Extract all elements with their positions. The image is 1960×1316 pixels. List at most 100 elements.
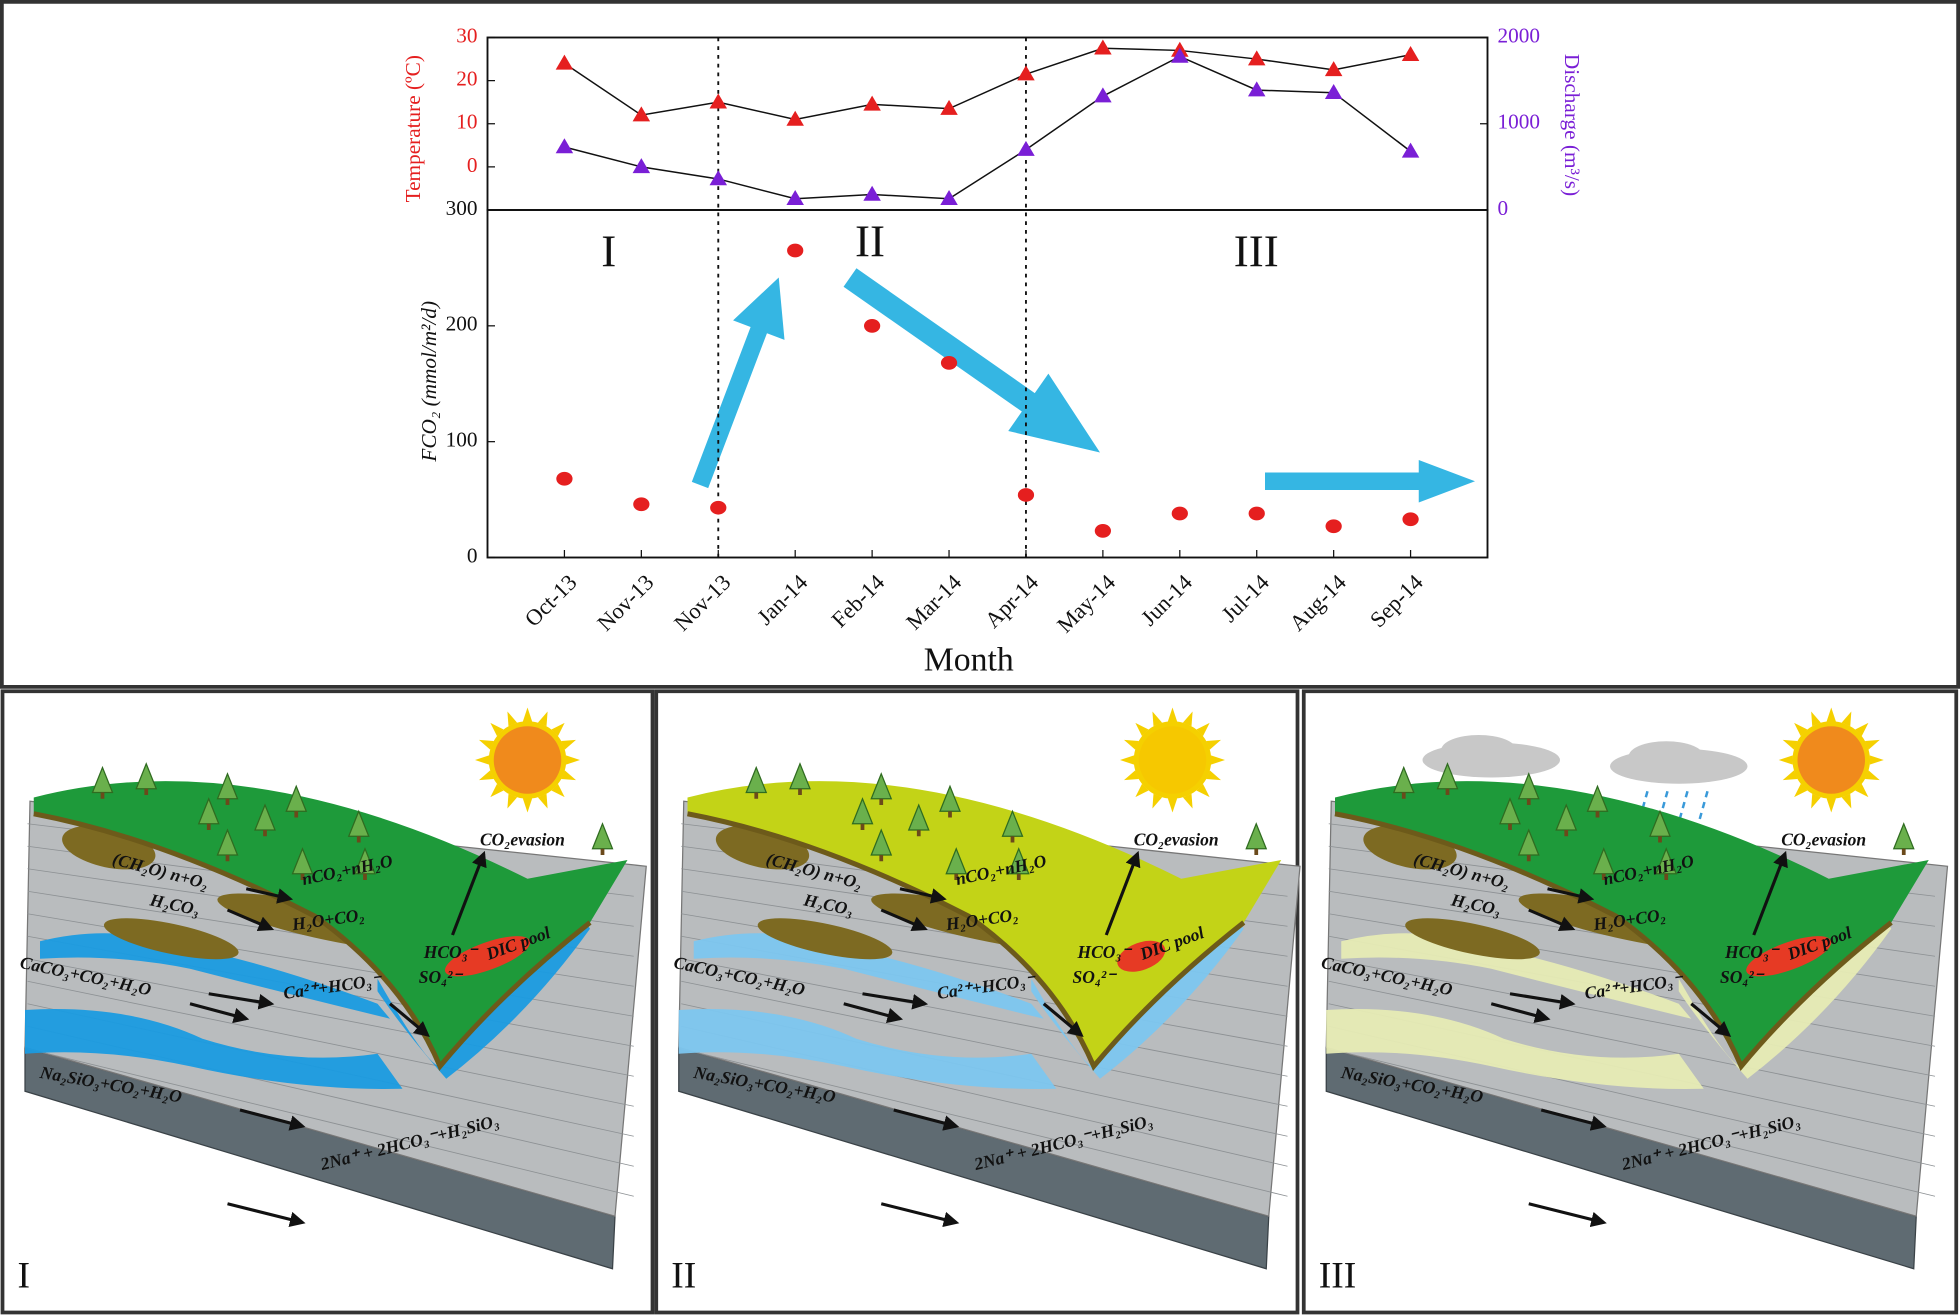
triangle-marker [1171, 47, 1189, 63]
brick-line [681, 958, 1288, 1077]
x-tick-label: Sep-14 [1365, 570, 1428, 633]
land-surface [33, 781, 628, 1067]
tree-trunk [860, 823, 865, 830]
sun-ray [1152, 793, 1163, 809]
sun-core [1797, 726, 1865, 794]
reaction-arrow [245, 887, 294, 904]
data-point [1171, 506, 1188, 521]
y-tick-label: 300 [446, 196, 478, 220]
tree-trunk [754, 792, 759, 799]
chart-frame [0, 0, 1960, 689]
brick-line [1328, 958, 1936, 1077]
reaction-arrow [843, 1002, 904, 1024]
diagram-label: HCO₃⁻ [1077, 942, 1133, 962]
data-point [1017, 488, 1035, 502]
tree-trunk [294, 811, 299, 818]
tree-trunk [1010, 836, 1015, 843]
brick-line [27, 980, 634, 1107]
tree-trunk [879, 798, 884, 805]
triangle-marker [709, 170, 728, 186]
sun-ray [1210, 755, 1225, 765]
diagram-label: CO₂evasion [1781, 829, 1866, 849]
sun-ray [522, 798, 533, 813]
series-line [564, 55, 1412, 200]
x-tick-label: Mar-14 [901, 570, 966, 635]
sun-ray [1206, 770, 1222, 781]
sun-ray [537, 711, 548, 727]
y-tick-label: 200 [446, 312, 478, 336]
data-point [1325, 519, 1342, 534]
brick-line [681, 1048, 1288, 1197]
reaction-arrow [1547, 887, 1595, 904]
sun-ray [1782, 770, 1798, 781]
water-body [1326, 1009, 1704, 1089]
sun-ray [1811, 793, 1821, 809]
triangle-marker [940, 190, 958, 206]
x-tick-label: Aug-14 [1285, 570, 1351, 636]
triangle-marker [786, 110, 804, 126]
reaction-arrow [880, 908, 928, 932]
brick-line [27, 1048, 634, 1197]
reaction-arrow [1104, 850, 1141, 936]
y-tick-label: 0 [467, 543, 478, 567]
tree-trunk [879, 855, 884, 862]
tree-trunk [1595, 811, 1600, 818]
sun-core [493, 726, 562, 794]
trend-arrow [691, 277, 785, 489]
sun-ray [522, 707, 533, 722]
reaction-arrow [388, 1002, 430, 1038]
data-point [1248, 506, 1265, 521]
triangle-marker [1247, 50, 1266, 66]
tree-trunk [1254, 848, 1259, 855]
y-tick-label: 10 [456, 110, 477, 134]
water-body [40, 933, 390, 1019]
sun-ray [507, 711, 518, 727]
reaction-arrow [862, 992, 929, 1010]
data-point [710, 500, 727, 515]
sun-ray [1865, 739, 1880, 750]
diagram-label: CO₂evasion [480, 829, 565, 849]
y-axis-label: Temperature (ºC) [401, 55, 425, 202]
triangle-marker [1094, 87, 1112, 103]
sun-ray [1826, 798, 1836, 813]
reaction-arrow [1509, 992, 1576, 1010]
diagram-label: SO₄²⁻ [1720, 967, 1765, 987]
tree-trunk [1508, 823, 1512, 830]
x-tick-label: Nov-13 [669, 570, 735, 636]
triangle-marker [1324, 61, 1343, 77]
tree-trunk [1445, 788, 1450, 795]
sun-ray [1782, 739, 1798, 750]
tree-trunk [300, 873, 305, 880]
diagram-label: CO₂evasion [1134, 829, 1219, 849]
land-surface [1335, 781, 1929, 1067]
tree-trunk [363, 873, 367, 880]
soil-edge [687, 811, 1246, 1071]
tree-trunk [1664, 873, 1669, 880]
sun-ray [1182, 711, 1193, 727]
water-body [678, 1009, 1057, 1089]
reaction-arrow [1042, 1002, 1084, 1038]
triangle-marker [863, 185, 881, 201]
reaction-arrow [893, 1108, 960, 1131]
tree-trunk [225, 798, 230, 805]
tree-trunk [916, 830, 921, 837]
triangle-marker [1247, 81, 1266, 97]
sun-core [1138, 726, 1207, 794]
triangle-marker [1401, 142, 1420, 158]
sun-ray [1869, 755, 1884, 765]
sun-ray [1206, 739, 1222, 750]
soil-lens [103, 918, 239, 960]
sun-ray [1167, 707, 1178, 722]
triangle-marker [632, 106, 651, 122]
brick-line [1328, 1048, 1936, 1197]
x-tick-label: Feb-14 [827, 570, 890, 633]
tree-trunk [1601, 873, 1606, 880]
sun-ray [1123, 770, 1139, 781]
soil-edge [1334, 811, 1893, 1071]
triangle-marker [709, 93, 728, 109]
diagram-label: SO₄²⁻ [419, 967, 464, 987]
tree-trunk [100, 792, 105, 799]
